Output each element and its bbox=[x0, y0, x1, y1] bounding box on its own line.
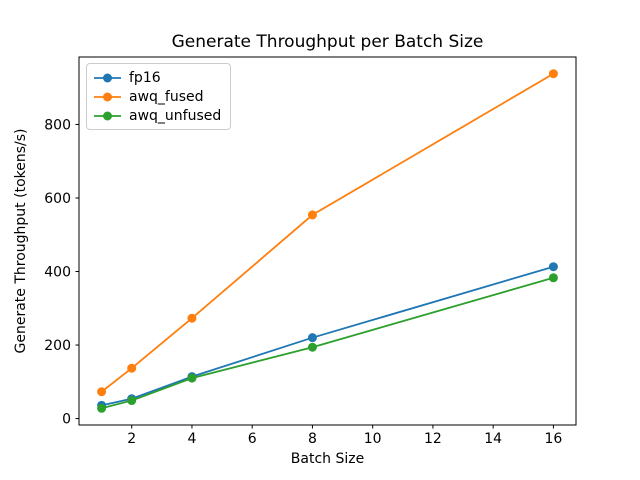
legend-item-awq_unfused: awq_unfused bbox=[94, 106, 221, 125]
legend-line-marker-icon bbox=[94, 110, 121, 122]
legend-label: fp16 bbox=[129, 69, 161, 86]
data-point-awq_unfused bbox=[187, 373, 197, 383]
x-tick-label: 6 bbox=[248, 431, 257, 447]
legend-line-marker-icon bbox=[94, 91, 121, 103]
data-point-awq_fused bbox=[548, 69, 558, 79]
x-tick-label: 14 bbox=[484, 431, 502, 447]
chart-title: Generate Throughput per Batch Size bbox=[171, 32, 484, 52]
x-axis-label: Batch Size bbox=[290, 451, 365, 467]
y-tick-label: 600 bbox=[44, 191, 71, 207]
data-point-awq_fused bbox=[97, 387, 107, 397]
legend-item-fp16: fp16 bbox=[94, 68, 221, 87]
data-point-awq_unfused bbox=[548, 273, 558, 283]
data-point-awq_unfused bbox=[97, 403, 107, 413]
y-tick-label: 800 bbox=[44, 117, 71, 133]
plot-frame bbox=[78, 56, 577, 426]
y-axis-label: Generate Throughput (tokens/s) bbox=[13, 128, 29, 354]
data-point-awq_fused bbox=[127, 363, 137, 373]
x-tick-label: 10 bbox=[364, 431, 382, 447]
legend-label: awq_fused bbox=[129, 88, 204, 105]
legend: fp16 awq_fused awq_unfused bbox=[86, 63, 232, 130]
data-point-fp16 bbox=[548, 262, 558, 272]
series-line-awq_unfused bbox=[101, 276, 554, 410]
y-tick-label: 400 bbox=[44, 265, 71, 281]
data-point-awq_fused bbox=[187, 313, 197, 323]
data-point-awq_unfused bbox=[307, 342, 317, 352]
data-point-awq_fused bbox=[307, 210, 317, 220]
legend-line-marker-icon bbox=[94, 72, 121, 84]
y-tick-label: 200 bbox=[44, 338, 71, 354]
x-tick-label: 4 bbox=[187, 431, 196, 447]
data-point-awq_unfused bbox=[127, 396, 137, 406]
x-tick-label: 8 bbox=[308, 431, 317, 447]
x-tick-label: 12 bbox=[424, 431, 442, 447]
legend-item-awq_fused: awq_fused bbox=[94, 87, 221, 106]
x-tick-label: 2 bbox=[127, 431, 136, 447]
legend-label: awq_unfused bbox=[129, 107, 222, 124]
y-tick-label: 0 bbox=[62, 412, 71, 428]
data-point-fp16 bbox=[307, 333, 317, 343]
x-tick-label: 16 bbox=[544, 431, 562, 447]
